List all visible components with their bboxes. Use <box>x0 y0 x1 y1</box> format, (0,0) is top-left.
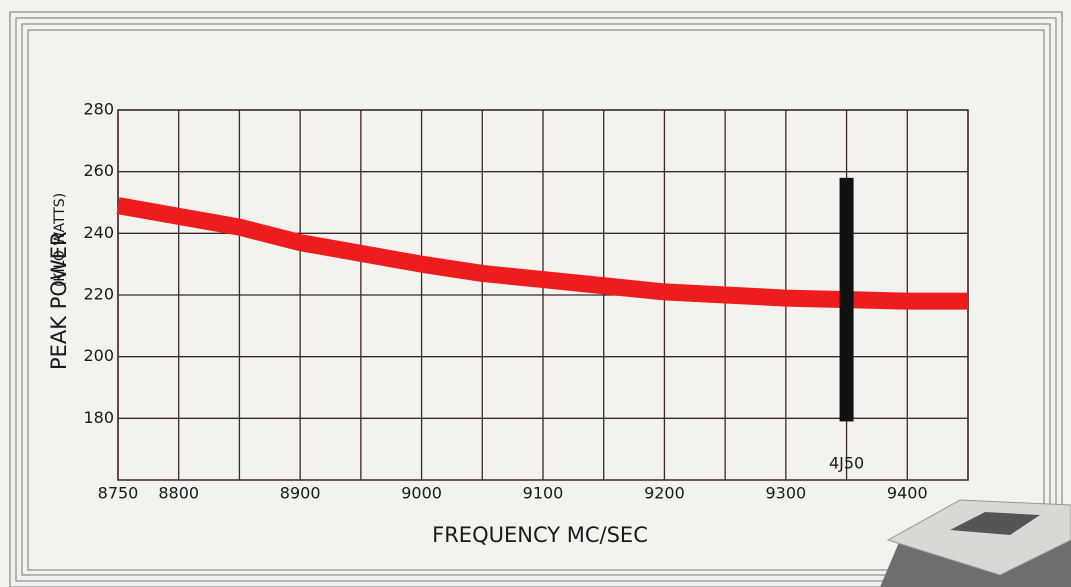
y-tick-label: 280 <box>83 100 114 119</box>
x-tick-label: 8900 <box>280 484 321 503</box>
x-axis-title: FREQUENCY MC/SEC <box>432 523 648 547</box>
band-marker-label: 4J50 <box>829 454 864 473</box>
x-tick-label: 9400 <box>887 484 928 503</box>
x-tick-label: 9300 <box>765 484 806 503</box>
y-tick-label: 240 <box>83 223 114 242</box>
x-tick-label: 9000 <box>401 484 442 503</box>
x-tick-label: 9100 <box>523 484 564 503</box>
x-tick-label: 9200 <box>644 484 685 503</box>
x-tick-label: 8800 <box>158 484 199 503</box>
y-tick-label: 200 <box>83 346 114 365</box>
band-marker <box>840 178 854 422</box>
x-tick-label: 8750 <box>98 484 139 503</box>
y-axis-unit: (KILO WATTS) <box>52 193 68 287</box>
y-tick-label: 260 <box>83 161 114 180</box>
y-tick-label: 220 <box>83 285 114 304</box>
chart: FREQUENCY MC/SEC PEAK POWER (KILO WATTS)… <box>0 0 1071 587</box>
y-tick-label: 180 <box>83 408 114 427</box>
